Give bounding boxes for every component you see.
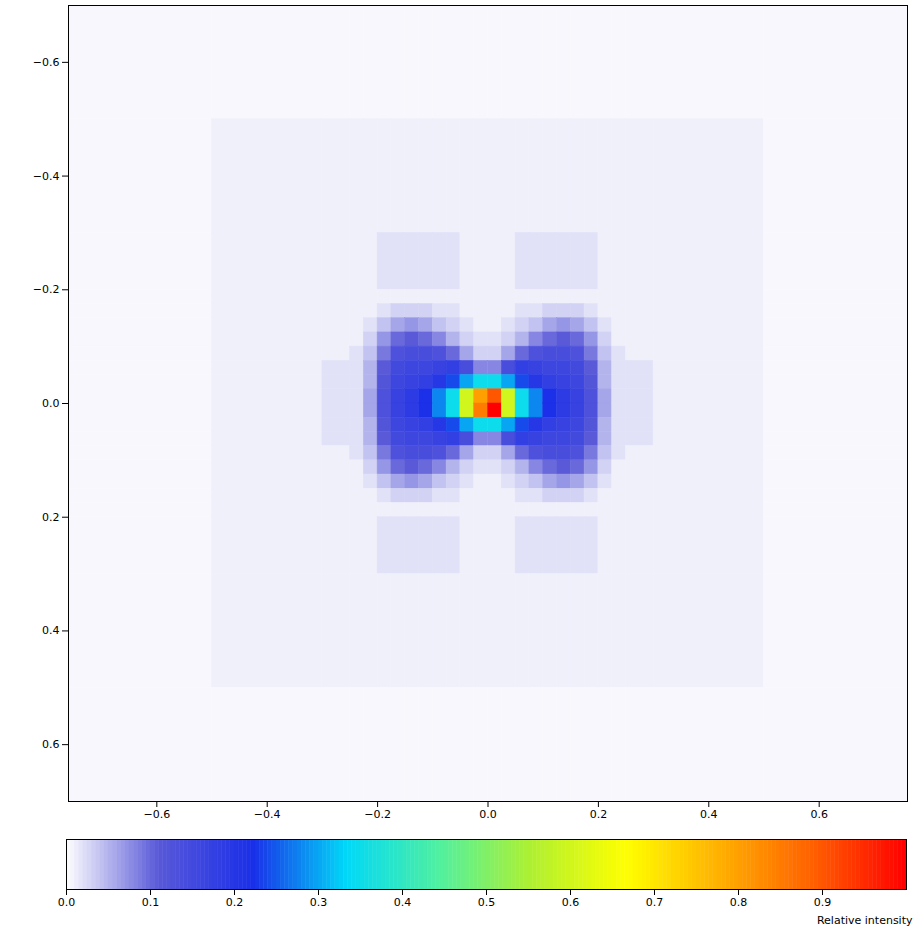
svg-text:−0.2: −0.2 [364, 808, 391, 821]
svg-text:−0.2: −0.2 [33, 283, 60, 296]
svg-text:0.5: 0.5 [478, 896, 496, 909]
svg-text:0.9: 0.9 [814, 896, 832, 909]
svg-text:0.3: 0.3 [310, 896, 328, 909]
svg-text:−0.4: −0.4 [33, 170, 60, 183]
svg-text:0.0: 0.0 [479, 808, 497, 821]
svg-text:0.6: 0.6 [562, 896, 580, 909]
svg-text:−0.6: −0.6 [33, 56, 60, 69]
svg-text:0.1: 0.1 [142, 896, 160, 909]
svg-text:0.2: 0.2 [226, 896, 244, 909]
svg-text:0.6: 0.6 [810, 808, 828, 821]
svg-text:0.8: 0.8 [730, 896, 748, 909]
svg-text:0.2: 0.2 [590, 808, 608, 821]
svg-text:0.0: 0.0 [58, 896, 76, 909]
svg-text:0.2: 0.2 [42, 511, 60, 524]
svg-text:0.4: 0.4 [42, 624, 60, 637]
svg-text:0.6: 0.6 [42, 738, 60, 751]
svg-text:−0.4: −0.4 [254, 808, 281, 821]
svg-text:0.4: 0.4 [700, 808, 718, 821]
svg-text:0.4: 0.4 [394, 896, 412, 909]
svg-text:Relative intensity: Relative intensity [817, 914, 913, 927]
svg-text:0.7: 0.7 [646, 896, 664, 909]
svg-text:0.0: 0.0 [42, 397, 60, 410]
svg-text:−0.6: −0.6 [143, 808, 170, 821]
